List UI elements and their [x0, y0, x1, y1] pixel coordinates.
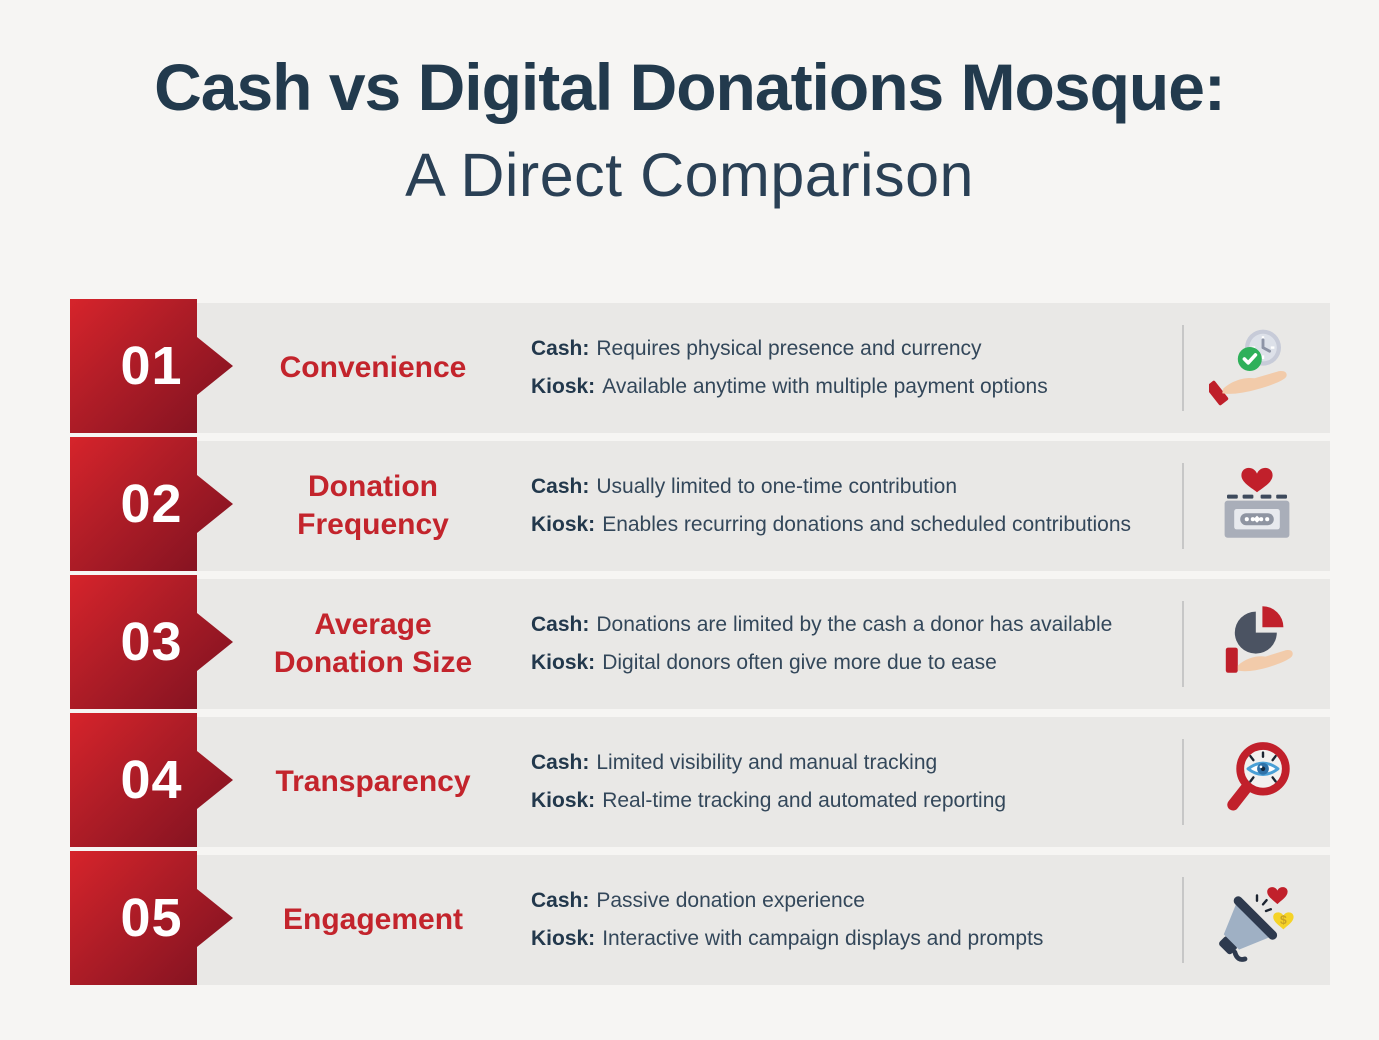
- cash-text: Limited visibility and manual tracking: [596, 751, 938, 775]
- row-engagement: 05 Engagement Cash: Passive donation expe…: [70, 851, 1330, 985]
- row-convenience: 01 Convenience Cash: Requires physical pr…: [70, 299, 1330, 433]
- kiosk-label: Kiosk:: [531, 926, 596, 950]
- row-description: Cash: Usually limited to one-time contrib…: [531, 464, 1182, 548]
- svg-text:$: $: [1280, 913, 1287, 927]
- title-line-1: Cash vs Digital Donations Mosque:: [154, 50, 1226, 124]
- cash-line: Cash: Usually limited to one-time contrib…: [531, 473, 1172, 501]
- row-description: Cash: Limited visibility and manual track…: [531, 740, 1182, 824]
- row-number: 03: [120, 612, 183, 672]
- kiosk-label: Kiosk:: [531, 512, 596, 536]
- row-description: Cash: Passive donation experience Kiosk: I…: [531, 878, 1182, 962]
- cash-text: Requires physical presence and currency: [596, 337, 982, 361]
- row-description: Cash: Requires physical presence and curr…: [531, 326, 1182, 410]
- kiosk-text: Interactive with campaign displays and p…: [602, 926, 1044, 950]
- kiosk-text: Enables recurring donations and schedule…: [602, 512, 1132, 536]
- comparison-rows: 01 Convenience Cash: Requires physical pr…: [70, 299, 1330, 993]
- kiosk-line: Kiosk: Enables recurring donations and sc…: [531, 511, 1172, 539]
- kiosk-line: Kiosk: Available anytime with multiple pa…: [531, 373, 1172, 401]
- page-title: Cash vs Digital Donations Mosque: A Dire…: [0, 0, 1379, 209]
- kiosk-label: Kiosk:: [531, 788, 596, 812]
- kiosk-line: Kiosk: Real-time tracking and automated r…: [531, 787, 1172, 815]
- row-number: 05: [120, 888, 183, 948]
- cash-line: Cash: Passive donation experience: [531, 887, 1172, 915]
- cash-text: Usually limited to one-time contribution: [596, 475, 958, 499]
- cash-label: Cash:: [531, 889, 590, 913]
- row-number: 02: [120, 474, 183, 534]
- row-number: 04: [120, 750, 183, 810]
- row-category: Donation Frequency: [297, 469, 449, 541]
- kiosk-text: Digital donors often give more due to ea…: [602, 650, 997, 674]
- kiosk-line: Kiosk: Interactive with campaign displays…: [531, 925, 1172, 953]
- row-number-badge: 04: [70, 713, 233, 847]
- title-line-2: A Direct Comparison: [405, 140, 974, 209]
- cash-label: Cash:: [531, 337, 590, 361]
- row-transparency: 04 Transparency Cash: Limited visibility …: [70, 713, 1330, 847]
- vertical-divider: [1182, 463, 1184, 549]
- kiosk-text: Real-time tracking and automated reporti…: [602, 788, 1007, 812]
- row-number-badge: 01: [70, 299, 233, 433]
- donation-box-heart-icon: [1184, 458, 1330, 554]
- hand-pie-chart-icon: [1184, 596, 1330, 692]
- row-number-badge: 02: [70, 437, 233, 571]
- vertical-divider: [1182, 739, 1184, 825]
- row-category: Average Donation Size: [273, 607, 473, 679]
- row-number-badge: 03: [70, 575, 233, 709]
- cash-label: Cash:: [531, 613, 590, 637]
- row-category: Engagement: [282, 902, 464, 936]
- cash-label: Cash:: [531, 751, 590, 775]
- kiosk-label: Kiosk:: [531, 650, 596, 674]
- cash-text: Passive donation experience: [596, 889, 865, 913]
- row-description: Cash: Donations are limited by the cash a…: [531, 602, 1182, 686]
- row-category: Transparency: [275, 764, 471, 798]
- vertical-divider: [1182, 601, 1184, 687]
- row-donation-frequency: 02 Donation Frequency Cash: Usually limit…: [70, 437, 1330, 571]
- vertical-divider: [1182, 877, 1184, 963]
- cash-line: Cash: Limited visibility and manual track…: [531, 749, 1172, 777]
- kiosk-label: Kiosk:: [531, 374, 596, 398]
- vertical-divider: [1182, 325, 1184, 411]
- kiosk-text: Available anytime with multiple payment …: [602, 374, 1048, 398]
- cash-label: Cash:: [531, 475, 590, 499]
- kiosk-line: Kiosk: Digital donors often give more due…: [531, 649, 1172, 677]
- megaphone-hearts-icon: $: [1184, 872, 1330, 968]
- row-category: Convenience: [279, 350, 467, 384]
- cash-line: Cash: Requires physical presence and curr…: [531, 335, 1172, 363]
- cash-text: Donations are limited by the cash a dono…: [596, 613, 1113, 637]
- cash-line: Cash: Donations are limited by the cash a…: [531, 611, 1172, 639]
- magnifier-eye-icon: [1184, 734, 1330, 830]
- hand-clock-check-icon: [1184, 320, 1330, 416]
- row-number: 01: [120, 336, 183, 396]
- row-number-badge: 05: [70, 851, 233, 985]
- row-average-donation-size: 03 Average Donation Size Cash: Donations …: [70, 575, 1330, 709]
